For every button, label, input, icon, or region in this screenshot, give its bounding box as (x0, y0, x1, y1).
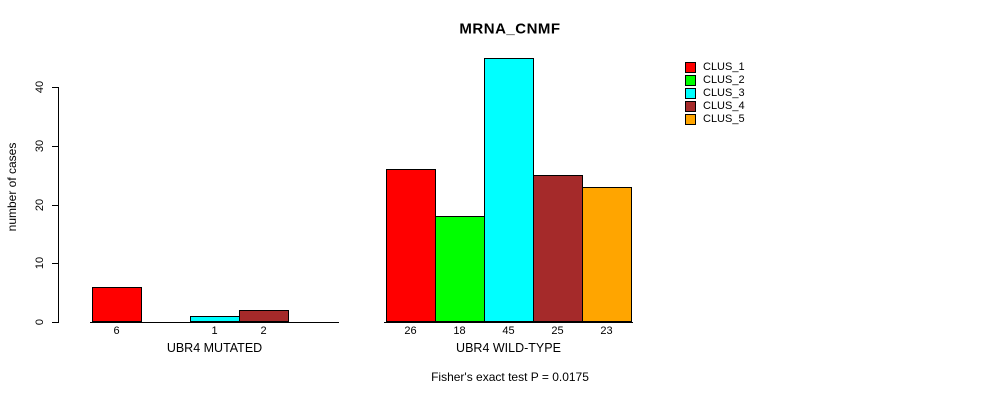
legend-swatch-clus_4 (685, 101, 696, 112)
bar-clus_3 (484, 57, 534, 322)
bar-value-label: 45 (502, 325, 515, 337)
y-tick-label: 30 (34, 139, 46, 153)
bar-clus_2 (435, 216, 485, 322)
y-axis-tick (52, 205, 58, 206)
bar-clus_4 (533, 175, 583, 322)
legend-swatch-clus_1 (685, 62, 696, 73)
bar-clus_4 (239, 310, 289, 322)
x-axis-baseline (90, 322, 339, 323)
y-tick-label: 10 (34, 256, 46, 270)
chart-title: MRNA_CNMF (459, 20, 561, 38)
legend-label: CLUS_4 (703, 100, 745, 112)
bar-clus_1 (92, 286, 142, 322)
legend-item: CLUS_5 (685, 113, 745, 126)
legend-label: CLUS_5 (703, 113, 745, 125)
y-axis-tick (52, 87, 58, 88)
legend-label: CLUS_2 (703, 74, 745, 86)
legend-swatch-clus_2 (685, 75, 696, 86)
legend-swatch-clus_5 (685, 114, 696, 125)
bar-value-label: 26 (404, 325, 417, 337)
group-label: UBR4 MUTATED (166, 341, 263, 355)
legend: CLUS_1 CLUS_2 CLUS_3 CLUS_4 CLUS_5 (685, 61, 745, 126)
bar-value-label: 23 (600, 325, 613, 337)
legend-label: CLUS_1 (703, 61, 745, 73)
bar-value-label: 25 (551, 325, 564, 337)
y-axis-tick (52, 263, 58, 264)
bar-value-label: 2 (260, 325, 267, 337)
bar-clus_1 (386, 169, 436, 322)
legend-item: CLUS_2 (685, 74, 745, 87)
legend-item: CLUS_4 (685, 100, 745, 113)
bar-clus_5 (582, 186, 632, 322)
x-axis-baseline (384, 322, 633, 323)
legend-swatch-clus_3 (685, 88, 696, 99)
legend-item: CLUS_1 (685, 61, 745, 74)
y-tick-label: 40 (34, 80, 46, 94)
y-axis-line (58, 87, 59, 323)
y-tick-label: 20 (34, 198, 46, 212)
bar-value-label: 18 (453, 325, 466, 337)
y-axis-title: number of cases (5, 142, 19, 232)
legend-label: CLUS_3 (703, 87, 745, 99)
y-tick-label: 0 (34, 318, 46, 326)
group-label: UBR4 WILD-TYPE (456, 341, 561, 355)
bar-clus_3 (190, 316, 240, 322)
bar-value-label: 1 (211, 325, 218, 337)
y-axis-tick (52, 322, 58, 323)
fisher-test-annotation: Fisher's exact test P = 0.0175 (431, 370, 589, 384)
y-axis-tick (52, 146, 58, 147)
bar-value-label: 6 (113, 325, 120, 337)
legend-item: CLUS_3 (685, 87, 745, 100)
